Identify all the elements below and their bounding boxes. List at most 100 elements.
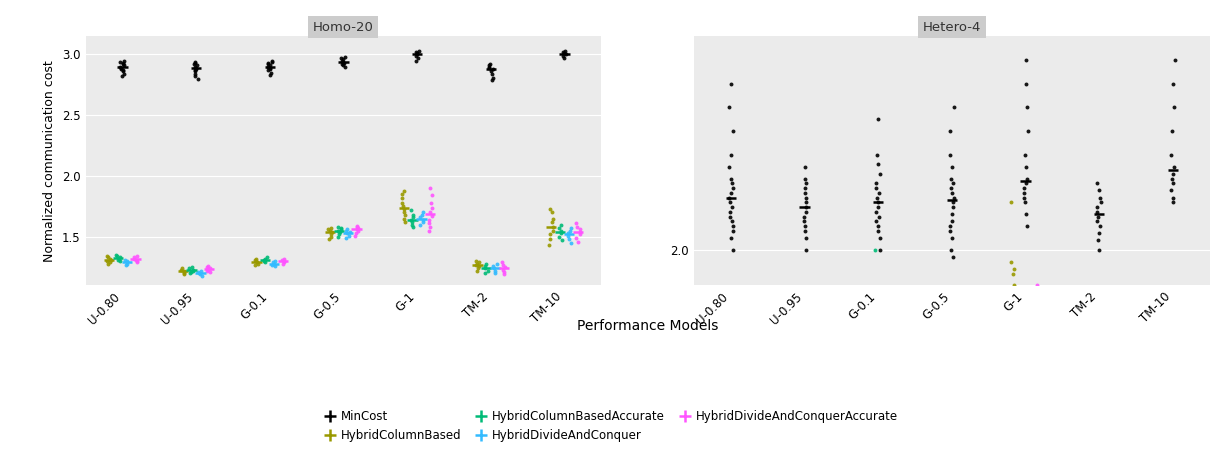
Point xyxy=(255,259,275,266)
Point xyxy=(1028,305,1047,313)
Point xyxy=(1089,187,1108,194)
Point xyxy=(736,424,755,431)
Point xyxy=(1015,199,1035,206)
Point xyxy=(556,51,576,58)
Point xyxy=(719,412,738,419)
Point xyxy=(881,431,901,439)
Point xyxy=(1150,360,1169,367)
Point xyxy=(407,51,426,58)
Title: Homo-20: Homo-20 xyxy=(313,21,374,34)
Point xyxy=(419,227,439,234)
Point xyxy=(1091,222,1111,230)
Point xyxy=(186,63,205,70)
Point xyxy=(1083,412,1102,419)
Point xyxy=(395,218,414,226)
Point xyxy=(331,226,351,233)
Point xyxy=(335,59,354,67)
Point xyxy=(796,222,815,230)
Point xyxy=(722,180,742,187)
Point xyxy=(863,403,882,410)
Point xyxy=(947,343,967,351)
Point xyxy=(1003,299,1023,306)
Point xyxy=(185,61,204,68)
Point xyxy=(1017,104,1036,111)
Point xyxy=(274,255,293,262)
Point xyxy=(554,52,573,59)
Point xyxy=(186,58,205,65)
Point xyxy=(340,228,359,236)
Point xyxy=(1017,175,1036,182)
Point xyxy=(485,270,505,277)
Point xyxy=(419,220,439,227)
Point xyxy=(258,254,277,261)
Point xyxy=(551,230,571,237)
Point xyxy=(554,48,573,56)
Point xyxy=(393,203,413,210)
Point xyxy=(189,270,209,277)
Point xyxy=(1029,346,1048,353)
Point xyxy=(1004,265,1024,272)
Point xyxy=(870,170,890,178)
Point xyxy=(175,267,194,275)
Point xyxy=(1163,194,1183,201)
Point xyxy=(1020,370,1040,377)
Point xyxy=(927,329,947,337)
Point xyxy=(1160,318,1179,325)
Point xyxy=(1013,360,1033,367)
Point xyxy=(1075,379,1095,386)
Point xyxy=(1017,163,1036,170)
Point xyxy=(477,260,496,267)
Point xyxy=(1075,384,1095,391)
Point xyxy=(1022,362,1041,370)
Point xyxy=(412,211,431,218)
Point xyxy=(797,246,816,253)
Point xyxy=(1177,374,1196,381)
Point xyxy=(945,358,964,365)
Point xyxy=(880,417,899,424)
Point xyxy=(1022,339,1041,346)
Point xyxy=(115,57,134,64)
Point xyxy=(567,234,587,241)
Point xyxy=(927,318,947,325)
Point xyxy=(567,223,587,231)
Point xyxy=(869,189,888,197)
Point xyxy=(469,262,489,270)
Point xyxy=(942,203,962,211)
Point xyxy=(1177,389,1196,396)
Point xyxy=(273,256,292,264)
Point xyxy=(864,417,884,424)
Point xyxy=(392,194,412,202)
Point xyxy=(403,223,423,231)
Point xyxy=(1020,346,1040,353)
Point xyxy=(411,214,430,221)
Point xyxy=(189,271,209,278)
Point xyxy=(254,257,274,265)
Point xyxy=(1017,211,1036,218)
Point xyxy=(100,255,120,262)
Point xyxy=(191,267,210,275)
Point xyxy=(198,266,218,273)
Point xyxy=(941,246,960,253)
Point xyxy=(111,65,131,72)
Point xyxy=(109,256,128,264)
Point xyxy=(948,412,968,419)
Point xyxy=(1158,336,1178,343)
Point xyxy=(807,424,826,431)
Legend: MinCost, HybridColumnBased, HybridColumnBasedAccurate, HybridDivideAndConquer, H: MinCost, HybridColumnBased, HybridColumn… xyxy=(319,406,903,447)
Point xyxy=(321,225,341,232)
Point xyxy=(183,266,203,273)
Point xyxy=(494,261,513,268)
Point xyxy=(1014,189,1034,197)
Point xyxy=(1004,282,1024,289)
Point xyxy=(1168,365,1188,372)
Point xyxy=(1152,379,1172,386)
Point xyxy=(200,268,220,275)
Point xyxy=(868,194,887,201)
Point xyxy=(478,267,497,275)
Point xyxy=(403,214,423,221)
Point xyxy=(558,230,578,237)
Point xyxy=(1001,329,1020,337)
Point xyxy=(717,417,737,424)
Point xyxy=(727,424,747,431)
Point xyxy=(938,353,958,360)
